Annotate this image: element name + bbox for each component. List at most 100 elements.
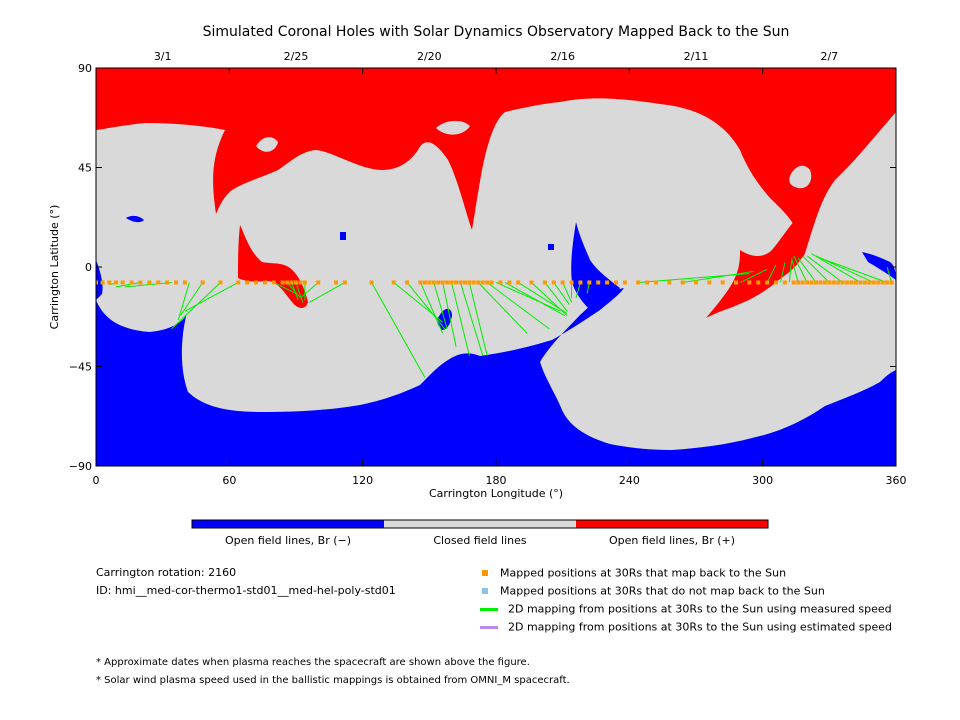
colorbar-negative: [192, 520, 384, 528]
mapped-point: [862, 280, 867, 285]
green-line-icon: [480, 607, 498, 611]
mapped-point: [747, 280, 752, 285]
mapping-line: [531, 282, 568, 317]
mapped-point: [822, 280, 827, 285]
mapping-line: [468, 282, 488, 356]
mapping-line: [575, 282, 581, 299]
y-tick-label: −90: [69, 460, 92, 473]
top-date-label: 3/1: [154, 50, 172, 63]
closed-island-2: [256, 137, 278, 152]
mapped-point: [765, 280, 770, 285]
x-axis-ticks: 0 60 120 180 240 300 360: [93, 68, 907, 487]
top-date-label: 2/16: [550, 50, 575, 63]
mapping-line: [788, 260, 793, 283]
mapped-point: [129, 280, 134, 285]
mapped-point: [560, 280, 565, 285]
mapped-point: [120, 280, 125, 285]
key-mapped: Mapped positions at 30Rs that map back t…: [480, 566, 786, 580]
mapping-line: [495, 282, 561, 312]
mapped-point: [436, 280, 441, 285]
key-measured-label: 2D mapping from positions at 30Rs to the…: [508, 602, 892, 616]
purple-line-icon: [480, 625, 498, 629]
key-unmapped: Mapped positions at 30Rs that do not map…: [480, 584, 825, 598]
y-tick-label: 0: [85, 261, 92, 274]
mapping-line: [295, 282, 304, 303]
mapped-point: [445, 280, 450, 285]
orange-square-icon: [482, 570, 488, 576]
mapped-point: [369, 280, 374, 285]
mapping-line: [766, 264, 777, 283]
lightblue-square-icon: [482, 588, 488, 594]
mapped-point: [569, 280, 574, 285]
mapping-line: [797, 257, 817, 283]
mapped-point: [100, 280, 105, 285]
mapping-line: [886, 266, 893, 283]
mapped-point: [182, 280, 187, 285]
mapped-point: [605, 280, 610, 285]
mapping-line: [286, 282, 301, 299]
mapped-point: [507, 280, 512, 285]
mapped-point: [156, 280, 161, 285]
mapped-point: [489, 280, 494, 285]
key-estimated-label: 2D mapping from positions at 30Rs to the…: [508, 620, 893, 634]
mapped-point: [498, 280, 503, 285]
mapping-line: [371, 282, 426, 378]
mapping-line: [180, 282, 204, 316]
mapped-point: [840, 280, 845, 285]
mapped-point: [796, 280, 801, 285]
mapped-point: [578, 280, 583, 285]
mapped-point: [831, 280, 836, 285]
mapped-point: [391, 280, 396, 285]
mapping-line: [802, 255, 830, 283]
mapped-point: [316, 280, 321, 285]
note-dates: * Approximate dates when plasma reaches …: [96, 657, 530, 668]
mapped-point: [174, 280, 178, 285]
mapping-line: [504, 282, 566, 317]
mapped-point: [845, 280, 850, 285]
mapping-line: [115, 281, 141, 288]
mapped-point: [827, 280, 832, 285]
mapped-point: [449, 280, 454, 285]
mapped-point: [756, 280, 761, 285]
x-tick-label: 180: [486, 474, 507, 487]
mapping-line: [811, 253, 861, 283]
closed-island-1: [789, 165, 812, 189]
mapped-point: [147, 280, 152, 285]
y-axis-label: Carrington Latitude (°): [48, 205, 61, 330]
mapped-point: [707, 280, 712, 285]
mapping-line: [433, 282, 448, 330]
y-tick-label: 90: [78, 62, 92, 75]
mapped-point: [654, 280, 658, 285]
mapped-point: [458, 280, 463, 285]
mapped-point: [427, 280, 432, 285]
mapped-point: [809, 280, 814, 285]
chart-title: Simulated Coronal Holes with Solar Dynam…: [203, 24, 790, 40]
mapping-line: [442, 282, 457, 347]
top-date-label: 2/7: [820, 50, 838, 63]
mapping-line: [184, 282, 239, 312]
mapping-line: [291, 282, 299, 301]
mapped-point: [454, 280, 458, 285]
x-tick-label: 120: [352, 474, 373, 487]
mapped-point: [849, 280, 854, 285]
mapping-line: [806, 255, 843, 283]
colorbar-label-positive: Open field lines, Br (+): [608, 534, 736, 547]
mapped-point: [294, 280, 298, 285]
colorbar-label-closed: Closed field lines: [433, 534, 527, 547]
negative-hole-central: [571, 222, 620, 310]
mapped-point: [818, 280, 823, 285]
mapped-point: [271, 280, 276, 285]
mapped-point: [218, 280, 223, 285]
closed-island-3: [436, 120, 470, 135]
mapped-point: [342, 280, 347, 285]
mapped-point: [114, 280, 118, 285]
mapped-point: [440, 280, 445, 285]
mapping-line: [544, 282, 568, 312]
mapped-point: [867, 280, 872, 285]
top-date-labels: 3/1 2/25 2/20 2/16 2/11 2/7: [154, 50, 838, 63]
note-speed: * Solar wind plasma speed used in the ba…: [96, 675, 570, 686]
mapped-point: [529, 280, 534, 285]
mapped-point: [667, 280, 672, 285]
top-date-label: 2/11: [684, 50, 709, 63]
positive-hole-east: [706, 215, 806, 318]
